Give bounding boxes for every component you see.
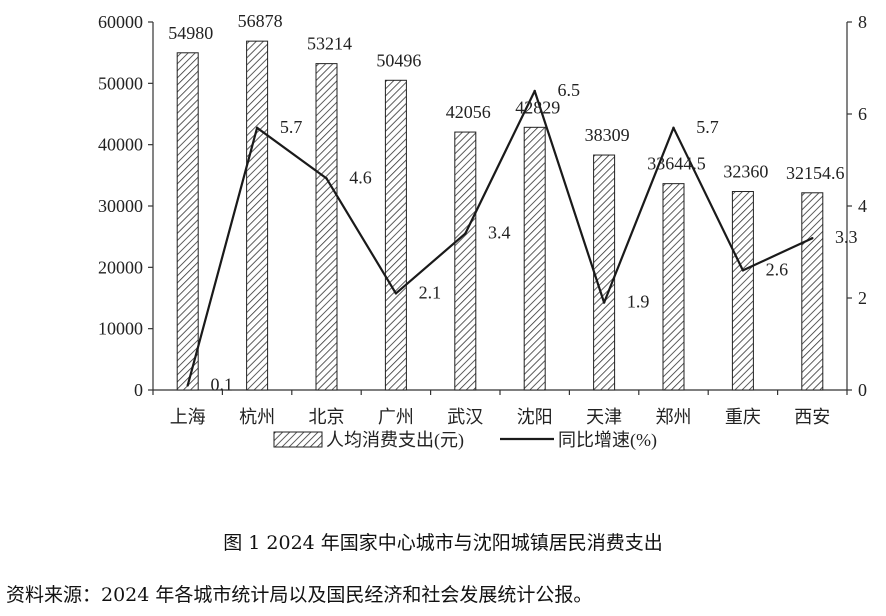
line-value-label: 3.4 [488,223,511,243]
bar [593,154,616,391]
right-tick-label: 0 [858,380,867,400]
x-tick-label: 广州 [378,407,414,427]
line-point [325,177,328,180]
x-tick-label: 上海 [170,407,206,427]
bar-value-label: 42829 [515,97,560,117]
line-value-label: 0.1 [210,374,233,394]
right-tick-label: 4 [858,196,867,216]
bar [454,131,477,391]
line-point [672,126,675,129]
bar [731,191,754,391]
line-point [255,126,259,129]
left-tick-label: 50000 [98,73,143,93]
x-tick-label: 杭州 [239,407,275,427]
data-labels: 54980 56878 53214 50496 42056 42829 38309 33644… [168,11,857,394]
source-note: 资料来源：2024 年各城市统计局以及国民经济和社会发展统计公报。 [6,584,593,606]
bar [384,79,407,391]
bar [662,183,685,391]
left-tick-label: 60000 [98,12,143,32]
legend-label-bar: 人均消费支出(元) [326,430,464,451]
line-value-label: 6.5 [557,80,580,100]
line-series [186,89,814,387]
bar [315,63,338,391]
line-value-label: 5.7 [696,117,719,137]
legend-label-line: 同比增速(%) [558,430,657,451]
chart-area: 0 10000 20000 30000 40000 50000 60000 0 2 4 6 8 上海 杭州… [98,11,867,451]
bar-value-label: 33644.5 [647,154,706,174]
line-value-label: 1.9 [627,292,650,312]
bar-value-label: 53214 [307,34,352,54]
bar-value-label: 50496 [376,50,421,70]
right-tick-label: 2 [858,288,867,308]
x-tick-label: 沈阳 [517,407,553,427]
left-tick-label: 10000 [98,319,143,339]
line-value-label: 5.7 [280,117,303,137]
line-point [533,89,536,93]
line-value-label: 3.3 [835,227,858,247]
bar [176,52,199,391]
growth-line [186,89,813,386]
line-point [186,384,189,387]
line-point [741,269,745,272]
bar [523,126,546,391]
line-value-label: 4.6 [349,167,372,187]
line-point [464,232,467,235]
left-tick-label: 40000 [98,135,143,155]
axes: 0 10000 20000 30000 40000 50000 60000 0 2 4 6 8 上海 杭州… [98,12,867,427]
bar-series [176,40,824,391]
bar-value-label: 32154.6 [786,163,845,183]
bar-value-label: 54980 [168,23,213,43]
x-tick-label: 西安 [794,407,830,427]
bar [246,40,269,391]
bar-value-label: 38309 [585,125,630,145]
x-tick-label: 北京 [309,407,345,427]
figure-caption: 图 1 2024 年国家中心城市与沈阳城镇居民消费支出 [223,532,663,554]
bar [801,192,824,391]
x-tick-label: 天津 [586,407,622,427]
right-tick-label: 6 [858,104,867,124]
x-tick-label: 重庆 [725,407,761,427]
right-tick-label: 8 [858,12,867,32]
legend: 人均消费支出(元) 同比增速(%) [273,430,657,451]
bar-value-label: 42056 [446,102,491,122]
line-point [602,301,606,304]
line-value-label: 2.1 [419,282,442,302]
x-tick-label: 郑州 [656,407,692,427]
legend-swatch-bar [273,431,323,448]
line-value-label: 2.6 [766,259,789,279]
bar-value-label: 56878 [238,11,283,31]
left-tick-label: 20000 [98,257,143,277]
left-tick-label: 0 [134,380,143,400]
line-point [394,292,398,295]
line-point [811,237,814,240]
bar-value-label: 32360 [723,162,768,182]
x-tick-label: 武汉 [447,407,483,427]
left-tick-label: 30000 [98,196,143,216]
